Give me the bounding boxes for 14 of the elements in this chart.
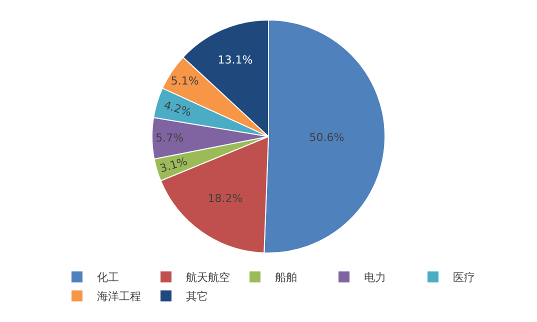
legend-label: 化工 xyxy=(97,271,119,284)
legend-label: 医疗 xyxy=(453,271,475,284)
data-label: 4.2% xyxy=(162,98,193,120)
data-label: 13.1% xyxy=(218,54,253,67)
legend-label: 电力 xyxy=(364,271,386,284)
legend-label: 航天航空 xyxy=(186,271,230,284)
legend-label: 其它 xyxy=(186,290,208,304)
data-label: 5.7% xyxy=(156,132,184,145)
data-label: 3.1% xyxy=(158,154,189,176)
data-label: 5.1% xyxy=(170,74,199,88)
legend-label: 海洋工程 xyxy=(97,290,141,304)
data-label: 18.2% xyxy=(208,192,243,205)
legend-label: 船舶 xyxy=(275,271,297,284)
data-label: 50.6% xyxy=(309,131,344,144)
